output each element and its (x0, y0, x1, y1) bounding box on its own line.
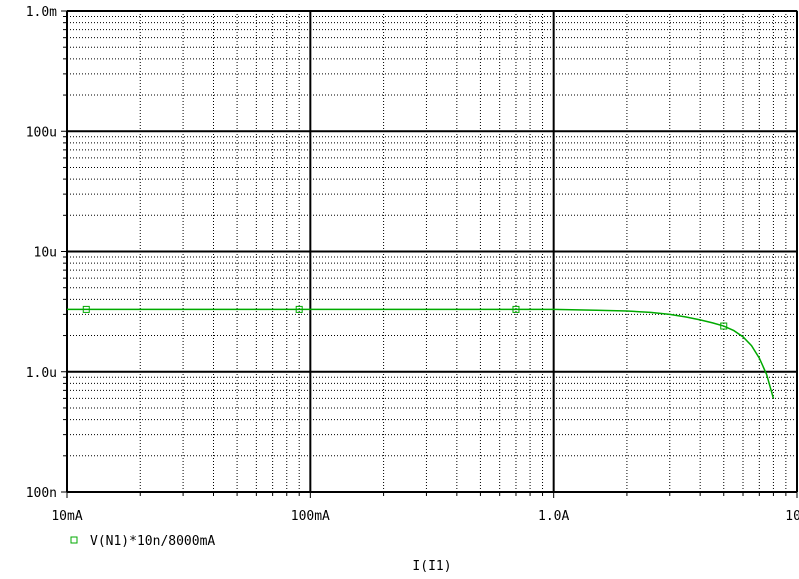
y-tick-label: 100n (26, 486, 57, 501)
series-marker (295, 305, 303, 313)
series-marker (512, 305, 520, 313)
x-tick-label: 100mA (291, 509, 330, 524)
y-tick-label: 100u (26, 125, 57, 140)
legend-label: V(N1)*10n/8000mA (90, 534, 215, 549)
y-tick-label: 1.0m (26, 5, 57, 20)
y-tick-label: 1.0u (26, 366, 57, 381)
series-area (67, 305, 775, 399)
series-line (67, 308, 775, 399)
axis-ticks: 10mA 100mA 1.0A 10A 100n 1.0u 10u 100u 1.0m (26, 5, 799, 524)
x-axis-label: I(I1) (412, 559, 451, 574)
major-grid (66, 10, 798, 493)
x-tick-label: 1.0A (538, 509, 569, 524)
legend-marker-square-icon (70, 536, 78, 544)
y-tick-label: 10u (34, 246, 57, 261)
series-marker (720, 322, 728, 330)
x-tick-label: 10A (785, 509, 799, 524)
series-marker (82, 305, 90, 313)
x-tick-label: 10mA (51, 509, 82, 524)
legend: V(N1)*10n/8000mA (70, 534, 215, 549)
